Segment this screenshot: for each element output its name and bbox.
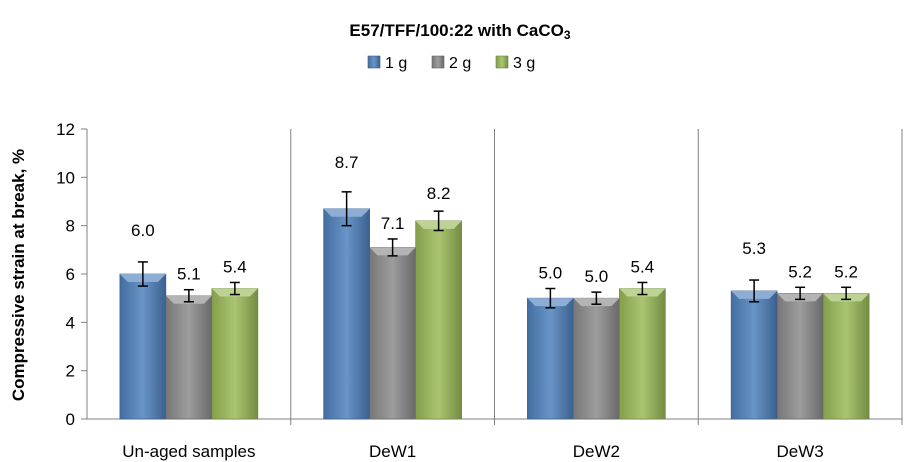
plot-area: 0 2 4 6 8 10 12 Un-aged samples DeW1 DeW2 DeW3 6.0 5… xyxy=(56,120,903,461)
y-tick-label: 0 xyxy=(66,410,75,429)
bar-3g-2 xyxy=(619,288,666,420)
legend: 1 g 2 g 3 g xyxy=(367,55,535,72)
data-label: 8.7 xyxy=(335,153,359,172)
x-category-label: DeW2 xyxy=(573,442,620,461)
y-tick-label: 6 xyxy=(66,265,75,284)
y-tick-label: 4 xyxy=(66,313,75,332)
x-category-label: DeW3 xyxy=(777,442,824,461)
bar-3g-0 xyxy=(211,288,259,420)
x-category-label: Un-aged samples xyxy=(122,442,255,461)
bar-2g-3 xyxy=(776,293,824,420)
bar-3g-1 xyxy=(415,220,462,420)
data-label: 5.0 xyxy=(585,267,609,286)
y-tick-label: 8 xyxy=(66,217,75,236)
data-label: 5.2 xyxy=(788,262,812,281)
y-tick-label: 2 xyxy=(66,362,75,381)
chart-title-subscript: 3 xyxy=(564,28,571,42)
legend-label: 2 g xyxy=(449,55,471,72)
y-tick-label: 12 xyxy=(56,120,75,139)
bar-1g-0 xyxy=(119,273,167,420)
data-label: 5.0 xyxy=(539,264,563,283)
y-tick-label: 10 xyxy=(56,168,75,187)
legend-label: 3 g xyxy=(513,55,535,72)
bar-1g-2 xyxy=(527,297,574,420)
chart-title-main: E57/TFF/100:22 with CaCO xyxy=(349,21,563,40)
bar-1g-1 xyxy=(323,208,370,420)
y-axis-label: Compressive strain at break, % xyxy=(9,149,28,401)
data-label: 5.1 xyxy=(177,265,201,284)
data-label: 8.2 xyxy=(427,184,451,203)
bar-2g-2 xyxy=(573,297,620,420)
bar-1g-3 xyxy=(730,290,778,420)
legend-swatch-3g xyxy=(495,55,509,69)
chart-title: E57/TFF/100:22 with CaCO3 xyxy=(349,21,570,42)
data-label: 6.0 xyxy=(131,221,155,240)
data-label: 5.2 xyxy=(834,262,858,281)
legend-swatch-1g xyxy=(367,55,381,69)
data-label: 5.4 xyxy=(223,257,247,276)
data-label: 5.4 xyxy=(631,257,655,276)
x-category-label: DeW1 xyxy=(369,442,416,461)
bar-2g-1 xyxy=(369,247,416,420)
bar-3g-3 xyxy=(822,293,870,420)
data-label: 5.3 xyxy=(742,239,766,258)
data-label: 7.1 xyxy=(381,214,405,233)
bar-2g-0 xyxy=(165,295,213,420)
legend-swatch-2g xyxy=(431,55,445,69)
legend-label: 1 g xyxy=(385,55,407,72)
